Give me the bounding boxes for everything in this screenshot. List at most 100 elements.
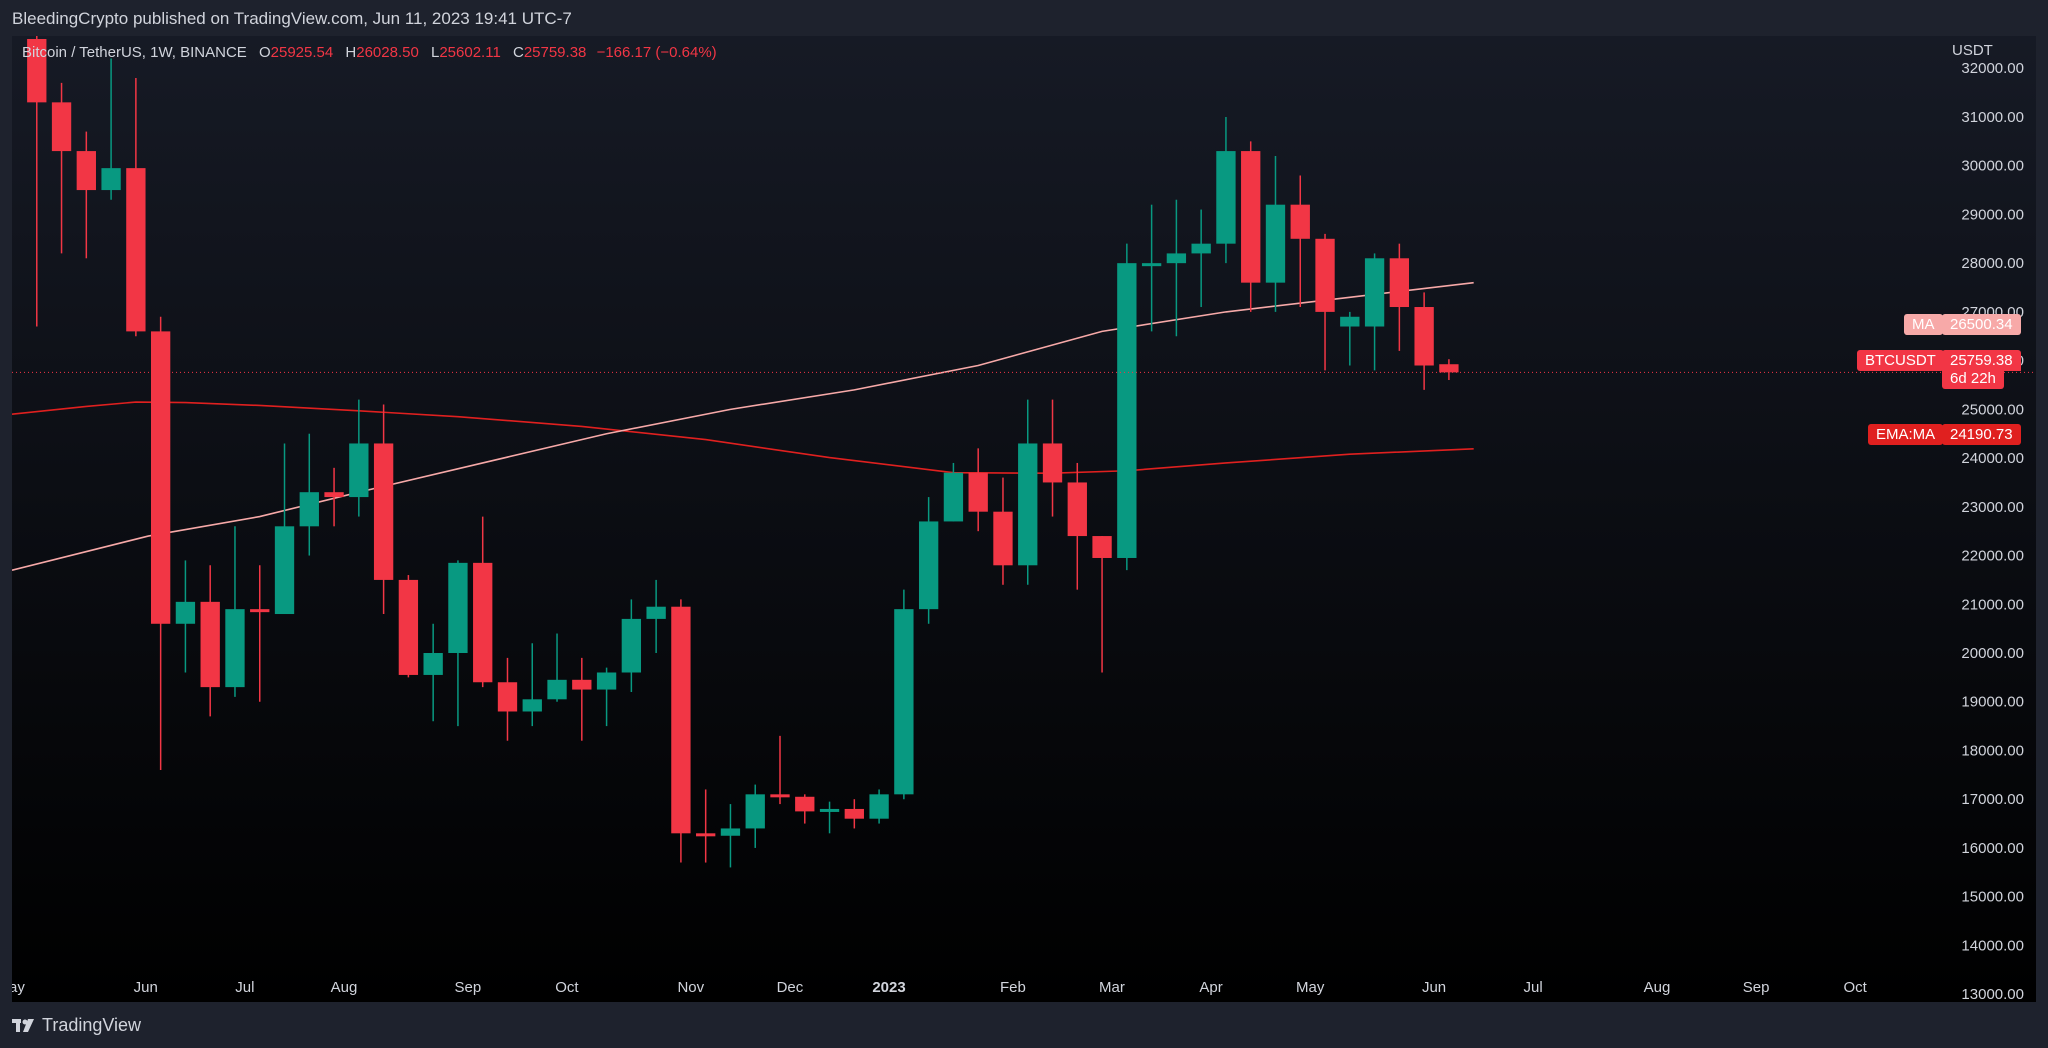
candle-down xyxy=(473,562,493,683)
candle-up xyxy=(522,699,542,712)
x-tick-label: May xyxy=(1296,979,1325,996)
candle-down xyxy=(1067,482,1087,537)
btcusdt-tag-label: BTCUSDT xyxy=(1857,350,1944,371)
y-tick-label: 20000.00 xyxy=(1961,645,2024,662)
y-tick-label: 15000.00 xyxy=(1961,889,2024,906)
y-tick-label: 16000.00 xyxy=(1961,840,2024,857)
brand-name: TradingView xyxy=(42,1015,142,1035)
y-tick-label: 19000.00 xyxy=(1961,694,2024,711)
x-tick-label: 2023 xyxy=(872,979,905,996)
candle-up xyxy=(918,521,939,610)
y-tick-label: 18000.00 xyxy=(1961,742,2024,759)
candle-down xyxy=(844,808,864,819)
x-tick-label: Nov xyxy=(677,979,704,996)
candle-up xyxy=(101,168,121,191)
candle-down xyxy=(1315,238,1335,312)
candle-up xyxy=(819,808,840,812)
candle-down xyxy=(27,39,47,103)
candle-up xyxy=(1191,243,1211,254)
countdown-tag: 6d 22h xyxy=(1942,368,2004,389)
candle-down xyxy=(993,511,1013,566)
candle-up xyxy=(175,601,196,624)
candle-up xyxy=(621,618,642,673)
symbol-legend: Bitcoin / TetherUS, 1W, BINANCE O25925.5… xyxy=(22,44,717,61)
y-tick-label: 14000.00 xyxy=(1961,937,2024,954)
y-tick-label: 32000.00 xyxy=(1961,60,2024,77)
candle-down xyxy=(250,609,270,613)
chart-area[interactable]: USDT 32000.00 31000.00 30000.00 29000.00 2800… xyxy=(12,36,2036,1002)
low-label: L xyxy=(431,44,440,61)
candle-down xyxy=(968,472,988,512)
tradingview-logo-icon xyxy=(12,1018,34,1032)
candle-up xyxy=(448,562,468,654)
candle-up xyxy=(423,653,443,675)
high-label: H xyxy=(345,44,357,61)
x-tick-label: Dec xyxy=(777,979,804,996)
tradingview-brand[interactable]: TradingView xyxy=(12,1015,141,1036)
y-tick-label: 21000.00 xyxy=(1961,596,2024,613)
x-tick-label: ay xyxy=(12,979,25,996)
last-price-tag: 25759.38 xyxy=(1942,350,2021,371)
candle-down xyxy=(150,331,171,624)
high-value: 26028.50 xyxy=(356,44,419,61)
candle-down xyxy=(1241,151,1261,283)
low-value: 25602.11 xyxy=(439,44,501,61)
candle-up xyxy=(1340,316,1360,327)
y-tick-label: 23000.00 xyxy=(1961,499,2024,516)
candle-up xyxy=(745,794,765,829)
y-tick-label: 31000.00 xyxy=(1961,109,2024,126)
candle-down xyxy=(1389,258,1410,308)
candle-down xyxy=(770,794,790,798)
x-axis: ay Jun Jul Aug Sep Oct Nov Dec 2023 Feb Mar Apr May J… xyxy=(12,979,1868,996)
y-tick-label: 24000.00 xyxy=(1961,450,2024,467)
y-tick-label: 29000.00 xyxy=(1961,206,2024,223)
candle-up xyxy=(869,794,889,819)
candle-down xyxy=(671,606,691,834)
candle-up xyxy=(1166,253,1187,264)
y-axis-unit: USDT xyxy=(1952,42,1993,59)
candle-down xyxy=(696,833,716,837)
candle-down xyxy=(126,168,146,332)
ma-tag-label: MA xyxy=(1904,314,1943,335)
x-tick-label: Jun xyxy=(134,979,158,996)
candle-up xyxy=(1216,151,1236,244)
ma-layer xyxy=(12,281,1474,571)
candle-up xyxy=(225,609,245,688)
x-tick-label: Aug xyxy=(1644,979,1671,996)
candle-up xyxy=(720,828,741,836)
candle-up xyxy=(1141,263,1162,267)
candle-down xyxy=(200,601,220,688)
candle-down xyxy=(324,492,344,498)
publisher-line[interactable]: BleedingCrypto published on TradingView.… xyxy=(12,9,572,28)
candle-down xyxy=(76,151,96,191)
candle-down xyxy=(1290,204,1310,239)
candle-up xyxy=(274,526,295,615)
x-tick-label: Apr xyxy=(1199,979,1222,996)
candle-up xyxy=(349,443,369,498)
x-tick-label: Aug xyxy=(331,979,358,996)
open-value: 25925.54 xyxy=(270,44,334,61)
symbol-name[interactable]: Bitcoin / TetherUS, 1W, BINANCE xyxy=(22,44,247,61)
x-tick-label: Sep xyxy=(1743,979,1770,996)
open-label: O xyxy=(258,44,271,61)
close-label: C xyxy=(512,44,524,61)
candle-up xyxy=(894,609,914,795)
x-tick-label: Jul xyxy=(235,979,254,996)
x-tick-label: Jun xyxy=(1422,979,1446,996)
candle-down xyxy=(1414,307,1434,366)
y-tick-label: 30000.00 xyxy=(1961,158,2024,175)
y-tick-label: 22000.00 xyxy=(1961,548,2024,565)
candle-down xyxy=(51,102,72,152)
publisher-bar: BleedingCrypto published on TradingView.… xyxy=(0,0,2048,36)
change-value: −166.17 (−0.64%) xyxy=(596,44,717,61)
y-tick-label: 13000.00 xyxy=(1961,986,2024,1002)
candle-up xyxy=(1117,263,1137,558)
x-tick-label: Oct xyxy=(555,979,579,996)
candle-up xyxy=(646,606,666,619)
y-tick-label: 17000.00 xyxy=(1961,791,2024,808)
ema-tag-label: EMA:MA xyxy=(1868,424,1944,445)
x-tick-label: Jul xyxy=(1524,979,1543,996)
candle-up xyxy=(943,472,964,522)
